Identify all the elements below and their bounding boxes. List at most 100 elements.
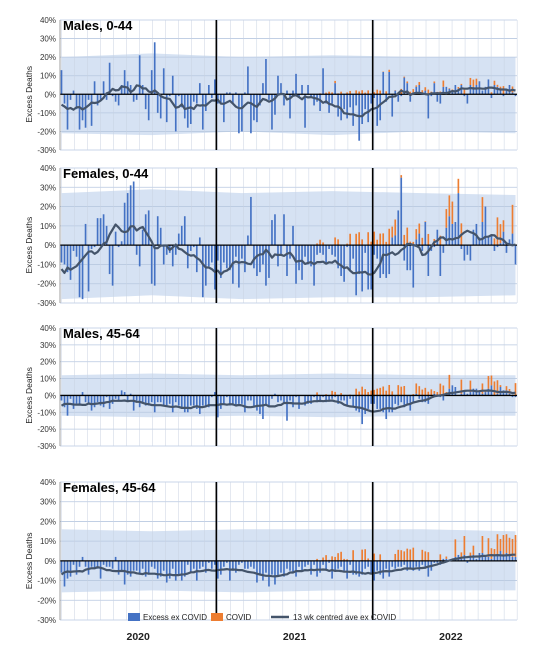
bar-excess-ex-covid: [186, 560, 189, 565]
bar-excess-ex-covid: [63, 245, 66, 265]
bar-excess-ex-covid: [340, 560, 342, 567]
bar-excess-ex-covid: [147, 210, 150, 246]
bar-covid: [331, 92, 333, 95]
bar-excess-ex-covid: [244, 92, 246, 95]
bar-excess-ex-covid: [132, 560, 135, 571]
bar-excess-ex-covid: [232, 395, 234, 406]
bar-covid: [364, 549, 366, 561]
bar-excess-ex-covid: [391, 237, 394, 246]
bar-excess-ex-covid: [253, 94, 255, 121]
bar-covid: [421, 90, 424, 95]
bar-excess-ex-covid: [120, 560, 123, 571]
bar-excess-ex-covid: [505, 88, 508, 95]
bar-excess-ex-covid: [355, 94, 357, 106]
bar-covid: [493, 381, 496, 396]
legend-label: COVID: [226, 613, 252, 622]
bar-excess-ex-covid: [292, 90, 294, 95]
bar-covid: [358, 232, 360, 246]
bar-covid: [388, 384, 391, 396]
bar-covid: [463, 536, 466, 555]
y-tick-label: 30%: [40, 35, 56, 44]
bar-excess-ex-covid: [241, 94, 243, 132]
bar-covid: [352, 550, 354, 561]
bar-excess-ex-covid: [117, 94, 120, 106]
bar-excess-ex-covid: [165, 560, 168, 583]
bar-covid: [490, 375, 493, 386]
bar-excess-ex-covid: [93, 560, 96, 569]
bar-covid: [439, 554, 442, 561]
bar-excess-ex-covid: [307, 85, 309, 95]
bar-excess-ex-covid: [280, 395, 282, 401]
bar-excess-ex-covid: [63, 560, 66, 587]
bar-excess-ex-covid: [343, 395, 345, 401]
bar-excess-ex-covid: [406, 560, 409, 571]
bar-excess-ex-covid: [295, 245, 297, 284]
bar-covid: [337, 239, 339, 246]
bar-excess-ex-covid: [388, 72, 391, 95]
bar-excess-ex-covid: [207, 245, 210, 267]
y-tick-label: -20%: [37, 280, 56, 289]
bar-excess-ex-covid: [226, 560, 228, 563]
y-tick-label: -20%: [37, 127, 56, 136]
bar-excess-ex-covid: [493, 554, 496, 561]
bar-excess-ex-covid: [123, 560, 126, 585]
bar-excess-ex-covid: [313, 245, 315, 286]
bar-excess-ex-covid: [469, 85, 472, 95]
bar-covid: [316, 558, 318, 561]
bar-excess-ex-covid: [454, 222, 457, 246]
bar-excess-ex-covid: [514, 245, 517, 265]
bar-excess-ex-covid: [460, 393, 463, 396]
bar-covid: [421, 389, 424, 396]
bar-excess-ex-covid: [244, 560, 246, 569]
bar-excess-ex-covid: [451, 223, 454, 246]
bar-excess-ex-covid: [433, 393, 436, 396]
bar-excess-ex-covid: [186, 395, 189, 413]
bar-excess-ex-covid: [66, 560, 69, 579]
bar-excess-ex-covid: [120, 85, 123, 95]
bar-covid: [331, 556, 333, 561]
y-tick-label: 10%: [40, 537, 56, 546]
bar-excess-ex-covid: [241, 560, 243, 563]
bar-excess-ex-covid: [87, 245, 90, 292]
bar-covid: [421, 237, 424, 246]
bar-excess-ex-covid: [466, 560, 469, 563]
bar-covid: [400, 386, 403, 396]
bar-covid: [373, 389, 376, 396]
bar-excess-ex-covid: [337, 395, 339, 404]
bar-covid: [379, 554, 382, 561]
bar-excess-ex-covid: [96, 560, 99, 569]
bar-covid: [481, 536, 484, 553]
bar-excess-ex-covid: [238, 245, 240, 288]
bar-excess-ex-covid: [433, 245, 436, 248]
bar-excess-ex-covid: [135, 395, 138, 401]
centred-average-line: [60, 223, 516, 276]
bar-covid: [385, 241, 388, 246]
bar-excess-ex-covid: [177, 233, 180, 246]
bar-covid: [403, 234, 406, 246]
bar-covid: [421, 549, 424, 561]
bar-covid: [361, 90, 363, 95]
bar-excess-ex-covid: [147, 560, 150, 575]
bar-excess-ex-covid: [126, 193, 129, 246]
bar-excess-ex-covid: [250, 560, 252, 567]
bar-excess-ex-covid: [400, 395, 403, 403]
y-tick-label: 20%: [40, 53, 56, 62]
bar-excess-ex-covid: [340, 395, 342, 401]
bar-excess-ex-covid: [313, 94, 315, 106]
bar-excess-ex-covid: [250, 94, 252, 134]
bar-excess-ex-covid: [207, 85, 210, 95]
y-tick-label: 40%: [40, 16, 56, 25]
bar-excess-ex-covid: [165, 395, 168, 406]
bar-excess-ex-covid: [514, 94, 517, 97]
bar-excess-ex-covid: [280, 83, 282, 95]
bar-covid: [406, 81, 409, 84]
bar-covid: [514, 383, 517, 396]
bar-covid: [382, 386, 385, 396]
bar-excess-ex-covid: [490, 558, 493, 561]
bar-excess-ex-covid: [78, 560, 81, 567]
bar-excess-ex-covid: [238, 395, 240, 404]
bar-excess-ex-covid: [439, 245, 442, 276]
bar-excess-ex-covid: [189, 560, 192, 573]
bar-excess-ex-covid: [183, 94, 186, 119]
y-tick-label: -20%: [37, 425, 56, 434]
